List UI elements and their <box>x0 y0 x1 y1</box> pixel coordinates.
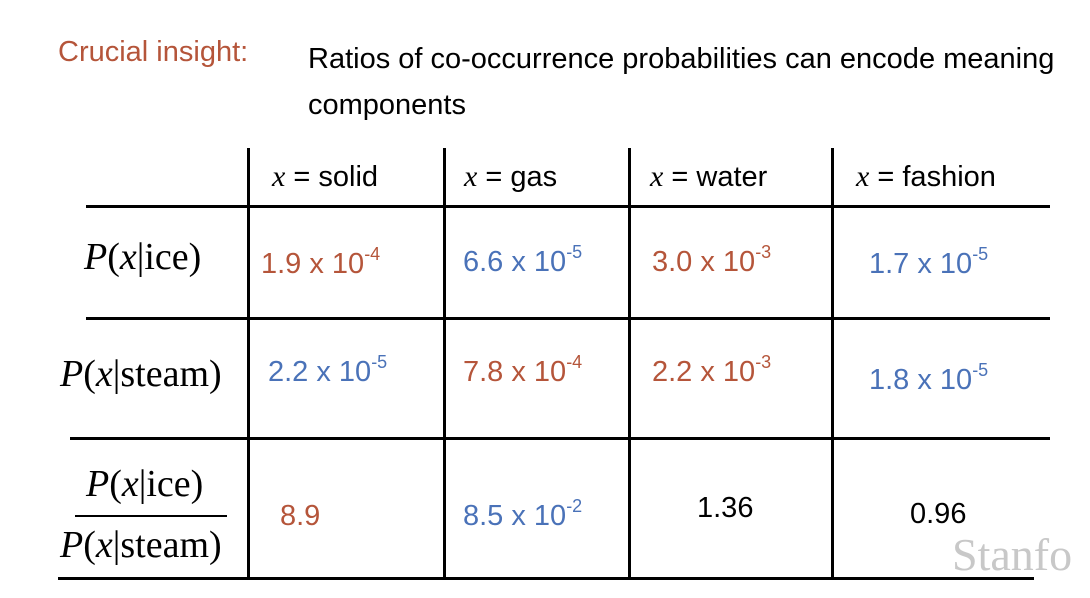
row-label-p-x-given-steam: P(x|steam) <box>60 352 222 396</box>
math-condition: steam <box>120 524 209 566</box>
table-rule <box>86 205 1050 208</box>
math-paren: ( <box>107 236 120 278</box>
math-paren: ( <box>83 353 96 395</box>
math-x: x <box>95 524 113 566</box>
column-header-solid: x = solid <box>272 160 378 194</box>
ratio-numerator: P(x|ice) <box>86 462 203 506</box>
x-variable: x <box>650 160 664 193</box>
ratio-fashion: 0.96 <box>910 498 967 530</box>
math-x: x <box>95 353 113 395</box>
table-divider <box>443 148 446 579</box>
math-p: P <box>86 463 110 505</box>
header-text: = fashion <box>869 161 996 193</box>
insight-label: Crucial insight: <box>58 36 249 68</box>
row-label-p-x-given-ice: P(x|ice) <box>84 235 201 279</box>
header-text: = water <box>663 161 768 193</box>
math-paren: ) <box>190 463 204 505</box>
ratio-water: 1.36 <box>697 492 754 524</box>
math-paren: ) <box>188 236 202 278</box>
column-header-gas: x = gas <box>464 160 557 194</box>
table-divider <box>831 148 834 579</box>
math-condition: steam <box>120 353 209 395</box>
math-condition: ice <box>146 463 191 505</box>
math-x: x <box>119 236 137 278</box>
ratio-denominator: P(x|steam) <box>60 523 222 567</box>
math-x: x <box>121 463 139 505</box>
math-bar: | <box>112 353 121 395</box>
value-steam-solid: 2.2 x 10-5 <box>268 352 388 388</box>
math-p: P <box>84 236 108 278</box>
ratio-solid: 8.9 <box>280 500 321 532</box>
x-variable: x <box>272 160 286 193</box>
column-header-water: x = water <box>650 160 767 194</box>
math-paren: ( <box>83 524 96 566</box>
fraction-bar <box>75 515 227 517</box>
math-p: P <box>60 353 84 395</box>
x-variable: x <box>856 160 870 193</box>
math-paren: ) <box>209 524 222 566</box>
math-bar: | <box>112 524 121 566</box>
math-bar: | <box>136 236 145 278</box>
table-rule <box>70 437 1050 440</box>
insight-text: Ratios of co-occurrence probabilities ca… <box>308 43 1055 121</box>
table-divider <box>628 148 631 579</box>
header-text: = gas <box>477 161 558 193</box>
math-bar: | <box>138 463 147 505</box>
value-ice-solid: 1.9 x 10-4 <box>261 244 381 280</box>
ratio-gas: 8.5 x 10-2 <box>463 496 583 532</box>
math-paren: ) <box>209 353 222 395</box>
column-header-fashion: x = fashion <box>856 160 996 194</box>
table-rule <box>86 317 1050 320</box>
math-p: P <box>60 524 84 566</box>
table-divider <box>247 148 250 579</box>
table-rule <box>58 577 1034 580</box>
stanford-watermark: Stanfo <box>952 529 1073 580</box>
header-text: = solid <box>285 161 379 193</box>
value-steam-fashion: 1.8 x 10-5 <box>869 360 989 396</box>
value-ice-water: 3.0 x 10-3 <box>652 242 772 278</box>
math-paren: ( <box>109 463 122 505</box>
x-variable: x <box>464 160 478 193</box>
value-steam-water: 2.2 x 10-3 <box>652 352 772 388</box>
value-steam-gas: 7.8 x 10-4 <box>463 352 583 388</box>
math-condition: ice <box>144 236 189 278</box>
value-ice-fashion: 1.7 x 10-5 <box>869 244 989 280</box>
value-ice-gas: 6.6 x 10-5 <box>463 242 583 278</box>
